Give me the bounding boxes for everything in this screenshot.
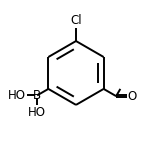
Text: HO: HO	[28, 106, 46, 119]
Text: O: O	[128, 90, 137, 103]
Text: B: B	[33, 89, 41, 102]
Text: HO: HO	[8, 89, 26, 102]
Text: Cl: Cl	[70, 14, 82, 27]
